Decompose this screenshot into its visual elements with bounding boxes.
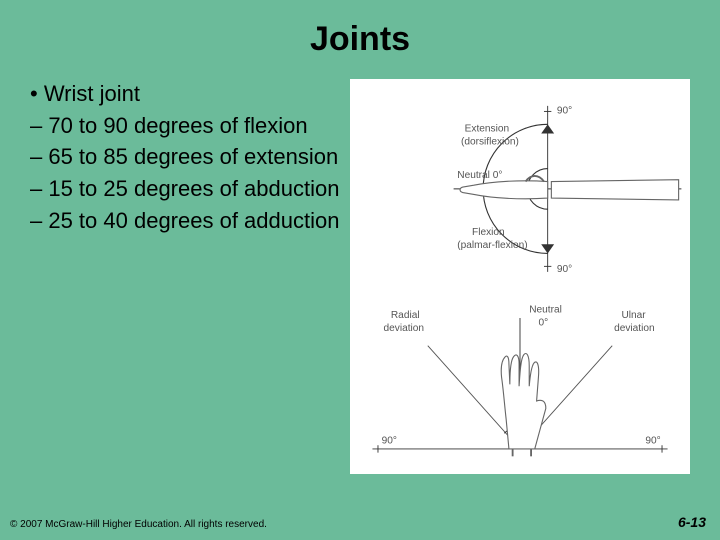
label-90-left: 90° — [382, 435, 397, 446]
label-extension-2: (dorsiflexion) — [461, 137, 519, 148]
copyright-footer: © 2007 McGraw-Hill Higher Education. All… — [10, 519, 267, 530]
bullet-main: • Wrist joint — [30, 79, 340, 109]
slide-title: Joints — [0, 0, 720, 59]
label-neutral-b2: 0° — [538, 317, 548, 328]
label-neutral-b1: Neutral — [529, 304, 562, 315]
bullet-item: – 65 to 85 degrees of extension — [30, 142, 340, 172]
label-90-top: 90° — [557, 105, 572, 116]
page-number: 6-13 — [678, 514, 706, 530]
bullet-item: – 70 to 90 degrees of flexion — [30, 111, 340, 141]
label-90-bottom: 90° — [557, 264, 572, 275]
bullet-item: – 25 to 40 degrees of adduction — [30, 206, 340, 236]
label-neutral-top: Neutral 0° — [457, 170, 502, 181]
wrist-rom-svg: Extension (dorsiflexion) Flexion (palmar… — [354, 85, 686, 468]
label-radial-1: Radial — [391, 310, 420, 321]
wrist-rom-figure: Extension (dorsiflexion) Flexion (palmar… — [350, 79, 690, 474]
content-row: • Wrist joint – 70 to 90 degrees of flex… — [0, 59, 720, 474]
label-flexion-1: Flexion — [472, 227, 505, 238]
label-radial-2: deviation — [384, 323, 425, 334]
label-extension-1: Extension — [465, 124, 509, 135]
label-90-right: 90° — [645, 435, 660, 446]
bullet-item: – 15 to 25 degrees of abduction — [30, 174, 340, 204]
label-ulnar-1: Ulnar — [621, 310, 646, 321]
bullet-list: • Wrist joint – 70 to 90 degrees of flex… — [30, 79, 340, 474]
label-ulnar-2: deviation — [614, 323, 655, 334]
label-flexion-2: (palmar-flexion) — [457, 240, 527, 251]
